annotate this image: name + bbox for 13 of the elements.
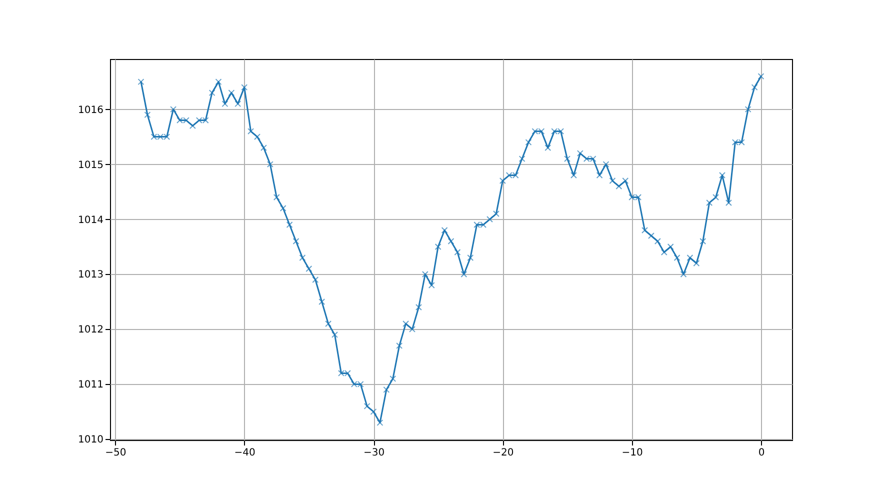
x-tick-label: −20 (492, 448, 514, 458)
x-tick-label: −30 (363, 448, 385, 458)
y-tick-label: 1014 (78, 214, 104, 226)
y-tick-label: 1012 (78, 324, 104, 336)
y-tick-label: 1013 (78, 270, 104, 281)
x-tick-label: −40 (234, 448, 256, 458)
x-tick-label: −10 (622, 448, 643, 458)
y-tick-label: 1010 (78, 434, 104, 446)
y-tick-label: 1015 (78, 160, 104, 171)
x-tick-label: 0 (758, 448, 765, 458)
y-tick-label: 1016 (78, 104, 104, 116)
y-tick-label: 1011 (78, 380, 104, 391)
x-tick-label: −50 (105, 448, 126, 458)
